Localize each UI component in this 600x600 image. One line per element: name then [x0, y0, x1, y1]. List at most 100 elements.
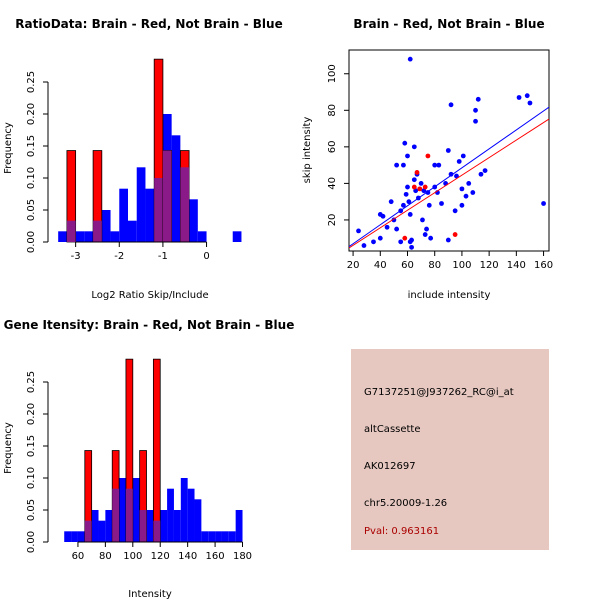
scatter-not-brain-point: [371, 239, 376, 245]
ratio-histogram-bars: [58, 58, 242, 243]
ratio-not-brain-bar: [136, 167, 146, 242]
gene-x-tick-label: 80: [99, 551, 112, 562]
scatter-not-brain-point: [463, 193, 469, 199]
gene-x-tick-label: 120: [151, 551, 170, 562]
gene-not-brain-bar: [71, 531, 78, 542]
scatter-not-brain-point: [401, 162, 406, 168]
scatter-axes: 20 40 60 80 100 120 140 160 20 40 60 80 100: [327, 64, 553, 271]
scatter-not-brain-point: [445, 237, 451, 243]
ratio-y-tick-label: 0.25: [26, 71, 37, 93]
gene-overlap-bar: [84, 520, 92, 542]
ratio-overlap-bar: [180, 167, 190, 242]
scatter-not-brain-point: [418, 180, 424, 186]
scatter-not-brain-point: [405, 184, 410, 190]
scatter-not-brain-point: [478, 171, 484, 177]
scatter-not-brain-point: [456, 159, 462, 164]
scatter-not-brain-point: [432, 162, 438, 168]
scatter-not-brain-point: [356, 228, 361, 234]
scatter-not-brain-point: [394, 162, 400, 168]
ratio-not-brain-bar: [197, 231, 207, 242]
scatter-not-brain-point: [482, 168, 488, 174]
gene-y-tick-label: 0.00: [26, 531, 37, 553]
scatter-not-brain-point: [407, 56, 413, 62]
gene-not-brain-bar: [98, 520, 106, 542]
gene-not-brain-bar: [187, 488, 195, 542]
gene-not-brain-bar: [146, 510, 154, 542]
gene-x-tick-label: 140: [178, 551, 197, 562]
scatter-not-brain-point: [388, 199, 394, 205]
scatter-brain-point: [414, 170, 420, 175]
ratio-overlap-bar: [93, 220, 102, 242]
scatter-not-brain-point: [473, 118, 478, 124]
scatter-y-tick-label: 40: [327, 177, 338, 190]
scatter-not-brain-point: [409, 244, 414, 250]
scatter-brain-point: [417, 186, 423, 192]
scatter-not-brain-point: [377, 212, 383, 217]
gene-not-brain-bar: [105, 510, 113, 542]
scatter-points: [349, 56, 549, 250]
gene-not-brain-bar: [208, 531, 216, 542]
scatter-x-tick-label: 140: [507, 260, 526, 271]
scatter-x-tick-label: 60: [401, 260, 414, 271]
ratio-not-brain-bar: [232, 231, 242, 242]
scatter-brain-point: [425, 153, 431, 159]
scatter-not-brain-point: [436, 162, 442, 168]
gene-not-brain-bar: [194, 499, 202, 542]
scatter-not-brain-point: [402, 140, 408, 146]
gene-not-brain-bar: [235, 510, 243, 542]
gene-not-brain-bar: [228, 531, 236, 542]
scatter-not-brain-point: [454, 173, 459, 179]
gene-not-brain-bar: [201, 531, 209, 542]
ratio-not-brain-bar: [110, 231, 120, 242]
gene-not-brain-bar: [167, 488, 174, 542]
gene-y-tick-label: 0.25: [26, 371, 37, 393]
ratio-not-brain-bar: [84, 231, 94, 242]
scatter-not-brain-point: [403, 191, 409, 197]
scatter-x-tick-label: 120: [480, 260, 499, 271]
gene-histogram-title: Gene Itensity: Brain - Red, Not Brain - …: [4, 318, 295, 332]
scatter-not-brain-point: [384, 224, 390, 230]
scatter-not-brain-point: [475, 96, 481, 102]
ratio-not-brain-bar: [128, 220, 137, 242]
scatter-not-brain-point: [445, 148, 451, 153]
scatter-not-brain-point: [406, 199, 412, 205]
gene-x-tick-label: 160: [206, 551, 225, 562]
ratio-histogram-title: RatioData: Brain - Red, Not Brain - Blue: [15, 17, 282, 31]
gene-not-brain-bar: [173, 510, 181, 542]
gene-not-brain-bar: [132, 478, 140, 542]
scatter-brain-point: [422, 184, 428, 190]
scatter-plot-box: [348, 49, 550, 252]
scatter-x-tick-label: 80: [428, 260, 441, 271]
scatter-y-tick-label: 100: [327, 64, 338, 83]
scatter-not-brain-point: [424, 226, 429, 232]
ratio-not-brain-bar: [171, 135, 181, 242]
scatter-not-brain-point: [448, 102, 454, 108]
ratio-not-brain-bar: [58, 231, 67, 242]
scatter-not-brain-point: [473, 107, 478, 113]
ratio-overlap-bar: [66, 220, 76, 242]
ratio-not-brain-bar: [189, 199, 198, 242]
genomic-location: chr5.20009-1.26: [364, 498, 448, 509]
scatter-not-brain-point: [398, 239, 404, 245]
gene-histogram-axes: 60 80 100 120 140 160 180 0.00 0.05 0.10 0.15 0.20 0…: [26, 371, 252, 562]
scatter-not-brain-point: [407, 212, 413, 217]
gene-not-brain-bar: [221, 531, 229, 542]
scatter-not-brain-point: [541, 201, 546, 206]
gene-overlap-bar: [139, 510, 147, 542]
ratio-histogram-panel: RatioData: Brain - Red, Not Brain - Blue…: [3, 17, 283, 301]
scatter-not-brain-point: [411, 144, 417, 150]
gene-not-brain-bar: [64, 531, 72, 542]
gene-overlap-bar: [112, 488, 120, 542]
scatter-not-brain-point: [361, 243, 367, 248]
probe-info-panel: G7137251@J937262_RC@i_at altCassette AK0…: [351, 349, 549, 550]
probe-id: G7137251@J937262_RC@i_at: [364, 387, 514, 398]
scatter-brain-point: [452, 232, 458, 237]
gene-x-tick-label: 180: [233, 551, 252, 562]
scatter-not-brain-point: [527, 100, 533, 106]
scatter-y-tick-label: 20: [327, 214, 338, 227]
scatter-not-brain-point: [516, 95, 522, 100]
gene-y-tick-label: 0.10: [26, 467, 37, 489]
scatter-not-brain-point: [411, 177, 417, 183]
scatter-y-tick-label: 80: [327, 104, 338, 117]
